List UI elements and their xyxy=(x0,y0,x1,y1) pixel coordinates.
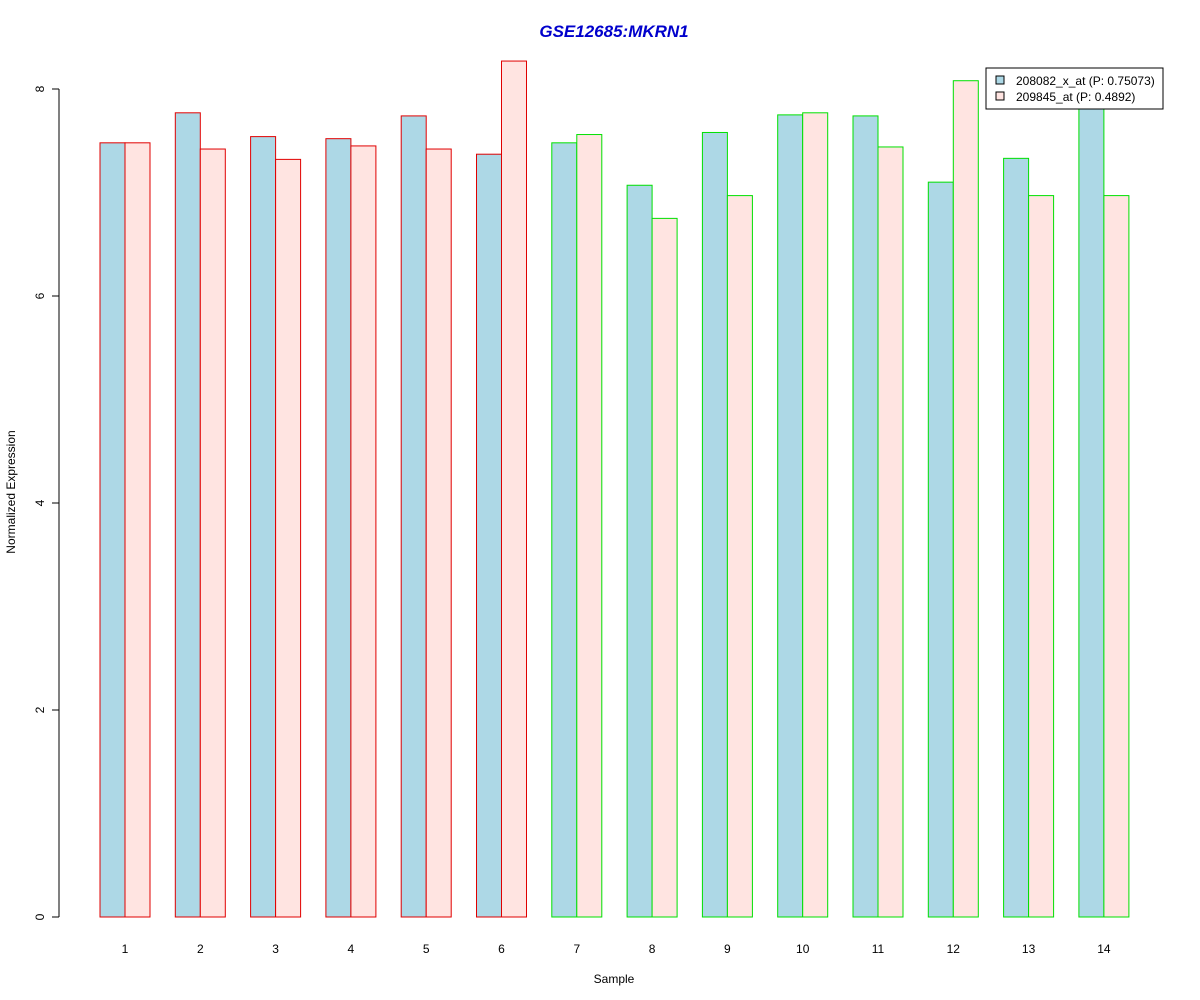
legend-swatch-208082-x-at xyxy=(995,75,1005,85)
y-tick-label: 8 xyxy=(33,85,47,92)
bar-sample-4-series-2 xyxy=(350,145,377,918)
x-tick-label: 13 xyxy=(1022,942,1036,956)
bars xyxy=(99,60,1130,918)
bar-sample-3-series-2 xyxy=(275,158,302,918)
bar-sample-5-series-1 xyxy=(400,115,427,918)
y-tick-label: 0 xyxy=(33,913,47,920)
x-tick-label: 10 xyxy=(796,942,810,956)
bar-sample-8-series-1 xyxy=(626,184,653,918)
bar-sample-12-series-1 xyxy=(927,181,954,918)
x-tick-label: 11 xyxy=(872,942,885,956)
y-tick-label: 4 xyxy=(33,499,47,506)
bar-sample-14-series-1 xyxy=(1078,90,1105,918)
bar-sample-12-series-2 xyxy=(952,80,979,918)
y-tick-label: 6 xyxy=(33,292,47,299)
x-axis-label: Sample xyxy=(594,972,635,986)
bar-sample-9-series-1 xyxy=(701,131,728,918)
x-tick-label: 6 xyxy=(498,942,505,956)
bar-sample-13-series-2 xyxy=(1028,195,1055,918)
bar-sample-6-series-2 xyxy=(501,60,527,918)
bar-sample-4-series-1 xyxy=(325,138,352,918)
bar-sample-1-series-2 xyxy=(124,142,151,918)
bar-sample-6-series-1 xyxy=(476,153,502,918)
chart-title: GSE12685:MKRN1 xyxy=(539,22,688,41)
x-tick-label: 3 xyxy=(272,942,279,956)
bar-sample-8-series-2 xyxy=(651,217,678,918)
legend-box xyxy=(985,67,1164,110)
legend-label-208082-x-at: 208082_x_at (P: 0.75073) xyxy=(1016,74,1155,88)
x-tick-label: 4 xyxy=(348,942,355,956)
x-axis-tick-labels: 1 2 3 4 5 6 7 8 9 10 11 12 13 14 xyxy=(122,942,1111,956)
x-tick-label: 12 xyxy=(947,942,961,956)
bar-sample-2-series-2 xyxy=(199,148,226,918)
bar-sample-3-series-1 xyxy=(250,136,277,918)
y-tick-label: 2 xyxy=(33,706,47,713)
legend: 208082_x_at (P: 0.75073) 209845_at (P: 0… xyxy=(985,67,1164,110)
bar-sample-14-series-2 xyxy=(1103,195,1130,918)
bar-sample-1-series-1 xyxy=(99,142,126,918)
legend-label-209845-at: 209845_at (P: 0.4892) xyxy=(1016,90,1135,104)
bar-sample-10-series-1 xyxy=(777,114,804,918)
bar-sample-9-series-2 xyxy=(726,195,753,918)
y-axis-label: Normalized Expression xyxy=(4,430,18,553)
x-tick-label: 8 xyxy=(649,942,656,956)
x-tick-label: 2 xyxy=(197,942,204,956)
x-tick-label: 7 xyxy=(573,942,580,956)
bar-sample-7-series-2 xyxy=(576,134,603,918)
x-tick-label: 1 xyxy=(122,942,129,956)
bar-sample-13-series-1 xyxy=(1003,157,1030,918)
bar-sample-2-series-1 xyxy=(174,112,201,918)
bar-sample-10-series-2 xyxy=(802,112,829,918)
x-tick-label: 14 xyxy=(1097,942,1111,956)
legend-swatch-209845-at xyxy=(995,91,1005,101)
bar-sample-11-series-2 xyxy=(877,146,904,918)
bar-sample-11-series-1 xyxy=(852,115,879,918)
bar-sample-7-series-1 xyxy=(551,142,578,918)
x-tick-label: 5 xyxy=(423,942,430,956)
y-axis: 0 2 4 6 8 xyxy=(33,85,60,920)
x-tick-label: 9 xyxy=(724,942,731,956)
bar-sample-5-series-2 xyxy=(425,148,452,918)
